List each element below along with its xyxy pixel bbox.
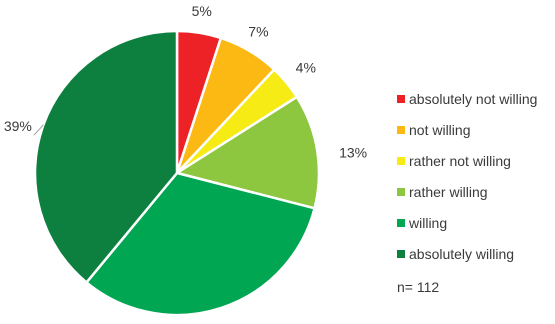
legend-label: willing xyxy=(408,215,447,231)
slice-value-label: 4% xyxy=(296,60,316,76)
legend-label: not willing xyxy=(409,122,470,138)
legend-label: rather willing xyxy=(409,184,488,200)
slice-value-label: 5% xyxy=(192,3,212,19)
pie-slice-absolutely-willing xyxy=(33,29,179,284)
legend: absolutely not willing not willing rather … xyxy=(397,91,537,262)
legend-swatch xyxy=(397,219,405,227)
legend-swatch xyxy=(397,126,405,134)
slice-value-label: 39% xyxy=(4,118,32,134)
label-leader-line xyxy=(33,124,44,136)
slice-value-label: 13% xyxy=(339,144,367,160)
legend-label: absolutely willing xyxy=(409,246,514,262)
legend-label: absolutely not willing xyxy=(409,91,537,107)
sample-size-note: n= 112 xyxy=(397,279,439,295)
slice-value-label: 7% xyxy=(248,23,268,39)
pie-slice-willing xyxy=(85,171,316,317)
slice-labels: 5%7%4%13%32%39% xyxy=(4,3,367,324)
pie-slices xyxy=(33,29,321,317)
legend-swatch xyxy=(397,157,405,165)
legend-swatch xyxy=(397,250,405,258)
legend-swatch xyxy=(397,188,405,196)
pie-slice-rather-willing xyxy=(175,95,321,210)
legend-label: rather not willing xyxy=(409,153,511,169)
legend-swatch xyxy=(397,95,405,103)
